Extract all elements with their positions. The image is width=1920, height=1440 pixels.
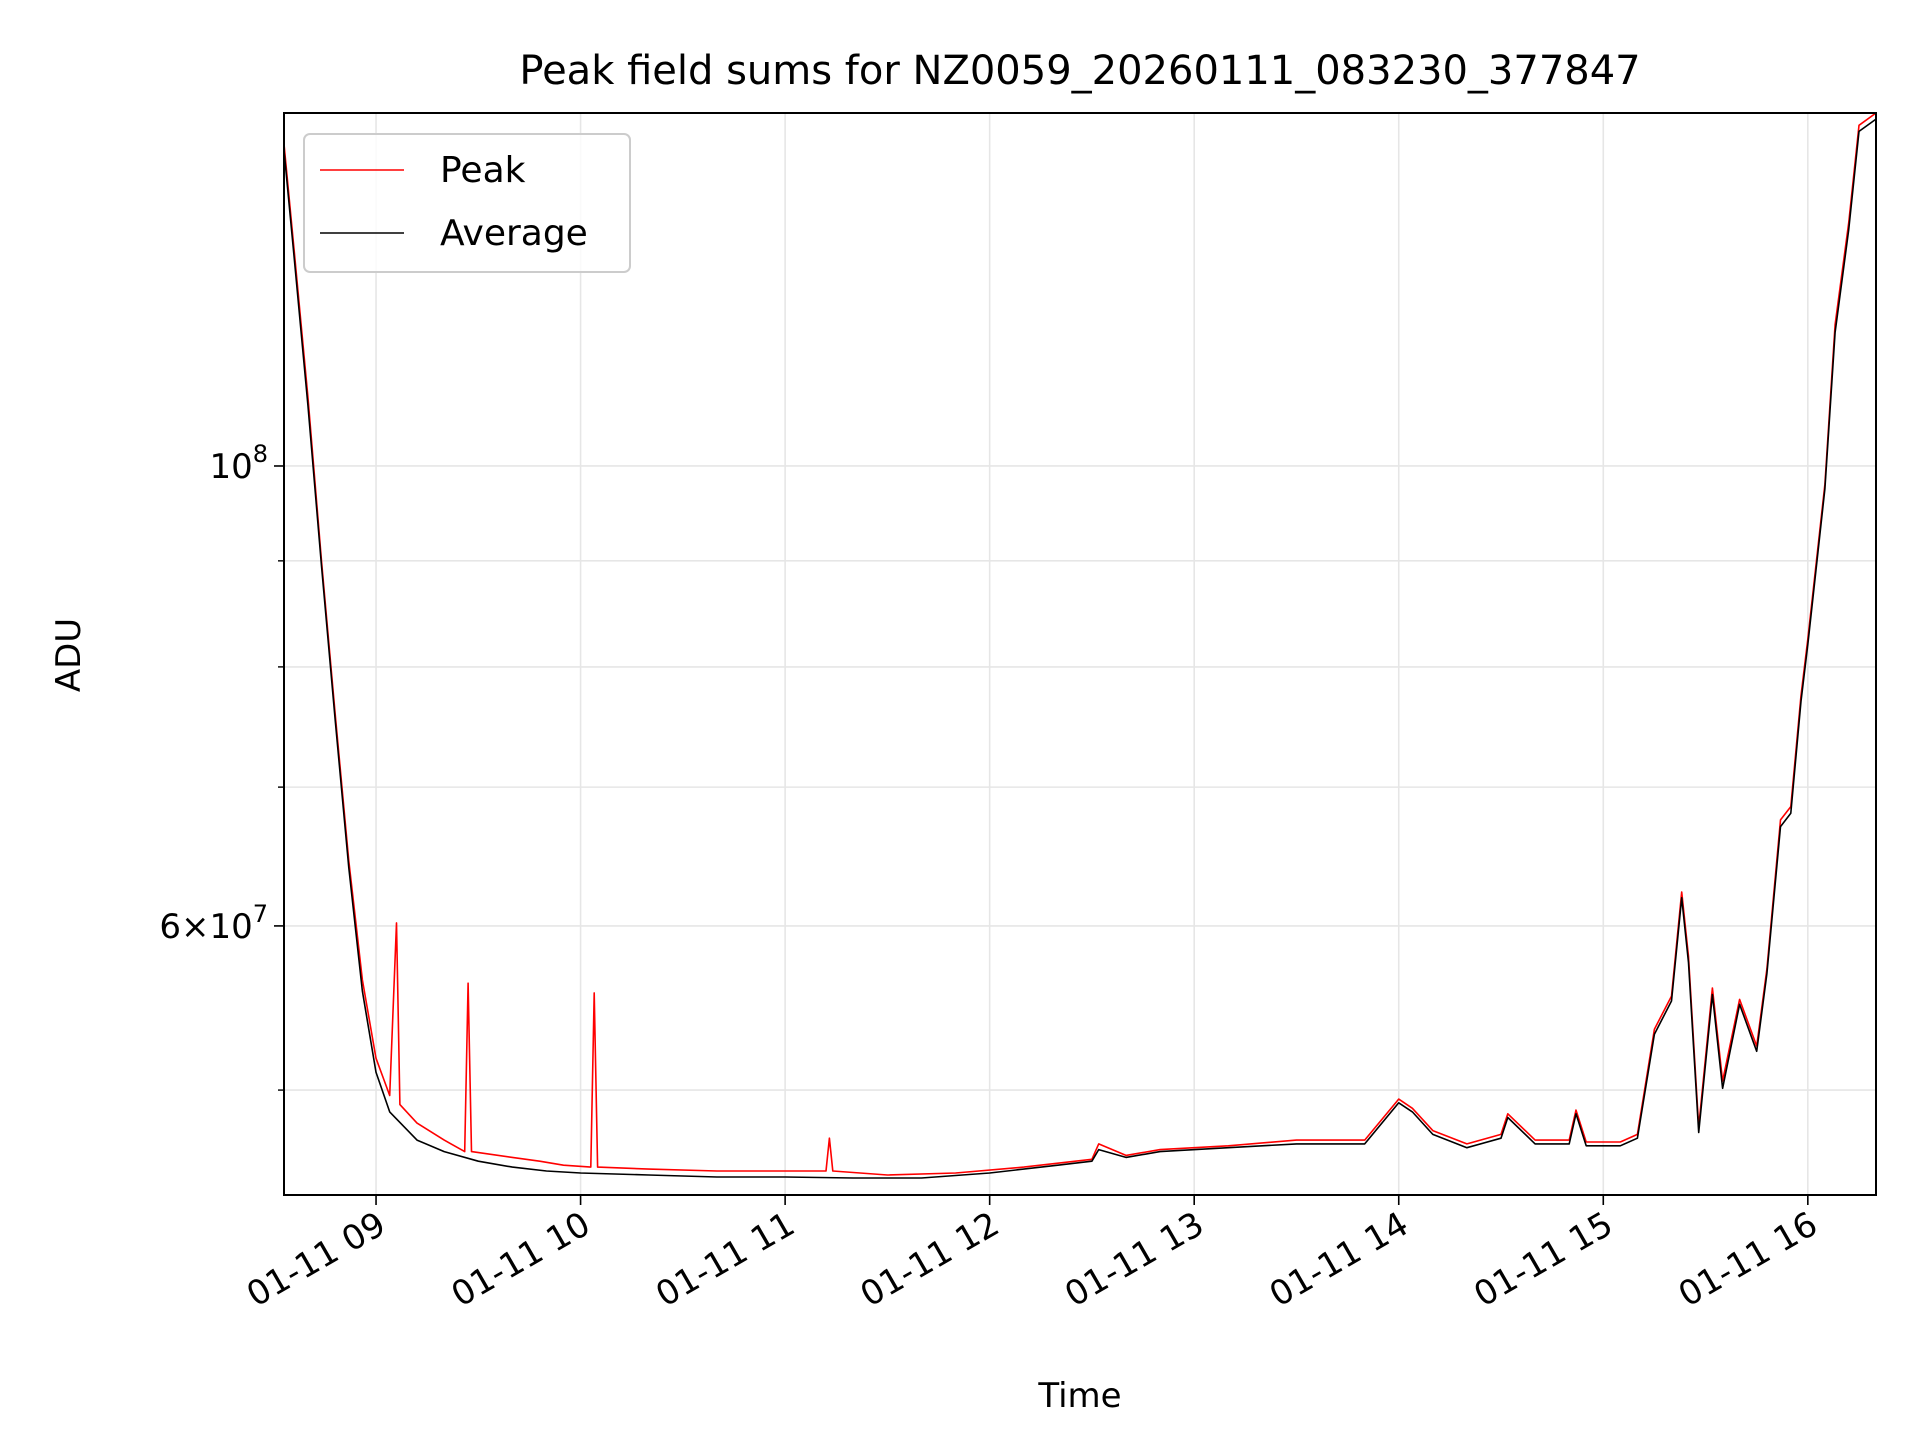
series-line-average <box>283 118 1877 1179</box>
chart-title: Peak field sums for NZ0059_20260111_0832… <box>519 48 1640 94</box>
legend: Peak Average <box>303 133 631 273</box>
x-axis-label: Time <box>1037 1376 1121 1416</box>
y-tick-label: 6×107 <box>159 900 268 947</box>
series-line-peak <box>283 112 1877 1176</box>
legend-label-average: Average <box>440 213 588 254</box>
y-axis-label: ADU <box>49 618 89 692</box>
legend-label-peak: Peak <box>440 150 526 191</box>
legend-box <box>303 133 631 273</box>
grid-lines <box>284 113 1876 1195</box>
series-layer <box>283 112 1877 1179</box>
axes-frame <box>283 112 1877 1196</box>
